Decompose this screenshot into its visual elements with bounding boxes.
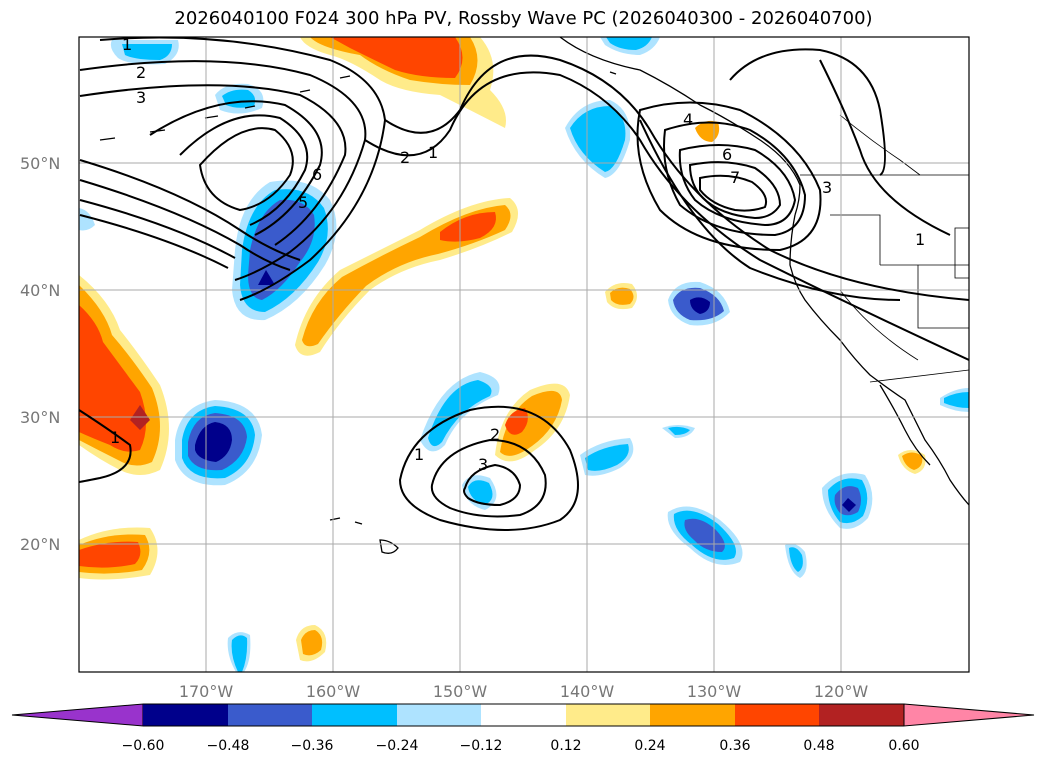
colorbar-tick-label: 0.12 [550, 738, 581, 754]
contour-label: 6 [312, 165, 322, 184]
lon-label: 150°W [433, 682, 488, 701]
contour-label: 3 [822, 178, 832, 197]
contour-labels: 1 2 3 6 5 2 1 4 6 7 3 1 1 2 3 1 [110, 35, 925, 474]
longitude-labels: 170°W 160°W 150°W 140°W 130°W 120°W [179, 682, 869, 701]
contour-label: 4 [683, 110, 693, 129]
lon-label: 160°W [306, 682, 361, 701]
colorbar-segment [228, 704, 312, 726]
pc-contours [79, 37, 969, 531]
colorbar-segment [312, 704, 397, 726]
coastlines [99, 37, 969, 554]
contour-label: 1 [915, 230, 925, 249]
contour-label: 2 [400, 148, 410, 167]
colorbar-max-extension [903, 703, 1035, 727]
colorbar-segment [566, 704, 650, 726]
colorbar-tick-label: 0.36 [719, 738, 750, 754]
contour-label: 1 [414, 445, 424, 464]
lon-label: 130°W [687, 682, 742, 701]
colorbar-tick-label: −0.24 [376, 738, 419, 754]
lat-label: 20°N [20, 535, 60, 554]
lon-label: 140°W [560, 682, 615, 701]
pv-anomaly-fills [79, 37, 969, 672]
contour-label: 5 [298, 193, 308, 212]
colorbar-tick-label: 0.60 [888, 738, 919, 754]
contour-label: 7 [730, 168, 740, 187]
contour-label: 3 [478, 455, 488, 474]
lon-label: 120°W [814, 682, 869, 701]
lat-label: 30°N [20, 408, 60, 427]
graticule [79, 37, 969, 672]
latitude-labels: 50°N 40°N 30°N 20°N [20, 154, 60, 554]
contour-label: 3 [136, 88, 146, 107]
lon-label: 170°W [179, 682, 234, 701]
colorbar-tick-label: 0.48 [803, 738, 834, 754]
lat-label: 50°N [20, 154, 60, 173]
colorbar-tick-label: −0.60 [122, 738, 165, 754]
colorbar-segment [481, 704, 566, 726]
contour-subtropic-1 [398, 405, 579, 531]
map-title: 2026040100 F024 300 hPa PV, Rossby Wave … [174, 8, 873, 29]
colorbar-segment [650, 704, 735, 726]
colorbar-segment [143, 704, 228, 726]
lat-label: 40°N [20, 281, 60, 300]
colorbar-min-extension [11, 703, 144, 727]
contour-label: 1 [110, 428, 120, 447]
colorbar [11, 703, 1035, 727]
colorbar-labels: −0.60 −0.48 −0.36 −0.24 −0.12 0.12 0.24 … [122, 738, 920, 754]
plot-area [79, 37, 969, 672]
contour-label: 1 [428, 143, 438, 162]
contour-label: 2 [490, 425, 500, 444]
colorbar-segment [397, 704, 481, 726]
colorbar-segment [735, 704, 819, 726]
contour-label: 1 [122, 35, 132, 54]
contour-west-1 [99, 37, 387, 301]
colorbar-tick-label: −0.48 [207, 738, 250, 754]
colorbar-tick-label: −0.12 [460, 738, 503, 754]
colorbar-segment [819, 704, 904, 726]
contour-label: 2 [136, 63, 146, 82]
plot-frame [78, 36, 970, 673]
colorbar-tick-label: −0.36 [291, 738, 334, 754]
colorbar-tick-label: 0.24 [634, 738, 665, 754]
contour-label: 6 [722, 145, 732, 164]
